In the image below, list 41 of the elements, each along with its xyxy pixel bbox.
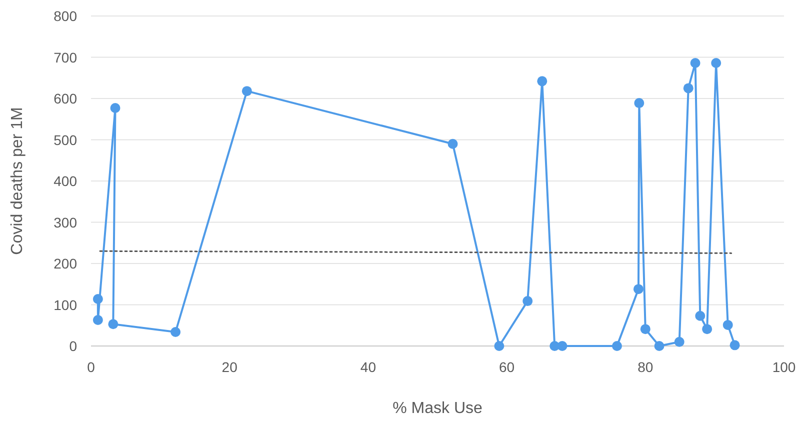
y-tick-label: 600 bbox=[54, 90, 78, 106]
point bbox=[730, 340, 740, 350]
point bbox=[557, 341, 568, 351]
point bbox=[634, 98, 644, 108]
point bbox=[711, 58, 722, 68]
point bbox=[170, 326, 181, 337]
point bbox=[494, 341, 504, 351]
y-tick-label: 200 bbox=[54, 256, 78, 272]
x-tick-label: 60 bbox=[499, 359, 515, 375]
point bbox=[695, 310, 706, 321]
y-tick-label: 800 bbox=[54, 8, 78, 24]
y-tick-label: 100 bbox=[54, 296, 78, 313]
y-tick-label: 300 bbox=[54, 214, 78, 230]
y-tick-label: 400 bbox=[54, 173, 78, 189]
y-tick-label: 0 bbox=[69, 338, 78, 354]
x-tick-label: 40 bbox=[360, 359, 376, 375]
x-tick-label: 100 bbox=[772, 359, 796, 375]
point bbox=[722, 320, 733, 330]
point bbox=[92, 315, 103, 326]
point bbox=[92, 294, 103, 304]
point bbox=[612, 341, 622, 351]
point bbox=[242, 86, 252, 96]
point bbox=[448, 138, 458, 149]
point bbox=[537, 76, 548, 86]
x-axis-title: % Mask Use bbox=[392, 400, 482, 417]
point bbox=[633, 284, 644, 294]
point bbox=[110, 102, 120, 113]
x-tick-label: 20 bbox=[222, 359, 238, 375]
y-axis-title: Covid deaths per 1M bbox=[9, 107, 26, 255]
x-tick-label: 0 bbox=[87, 359, 96, 375]
y-tick-label: 700 bbox=[54, 49, 78, 66]
point bbox=[654, 341, 664, 351]
point bbox=[640, 324, 650, 334]
point bbox=[690, 58, 700, 68]
point bbox=[522, 296, 533, 306]
point bbox=[108, 319, 118, 330]
point bbox=[674, 336, 684, 347]
point bbox=[702, 324, 712, 334]
y-tick-label: 500 bbox=[54, 132, 78, 148]
x-tick-label: 80 bbox=[638, 359, 654, 375]
point bbox=[683, 83, 694, 94]
